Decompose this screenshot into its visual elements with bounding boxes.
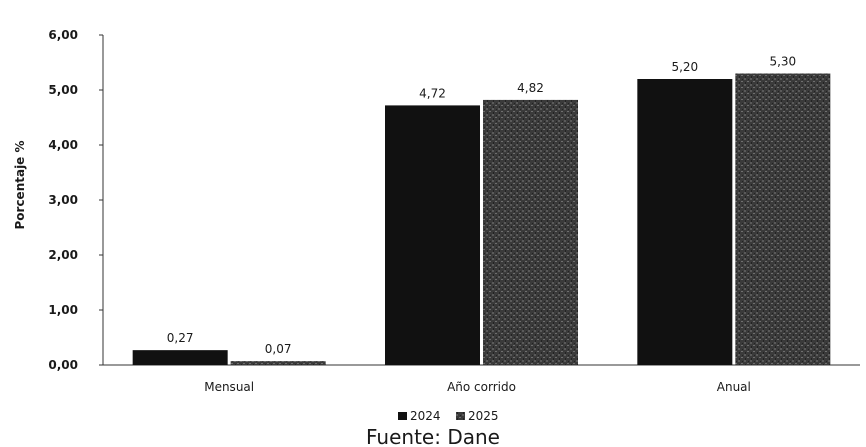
x-tick-label: Mensual	[204, 380, 254, 394]
bar-2025	[483, 99, 578, 366]
data-label: 5,30	[769, 55, 796, 69]
data-label: 4,72	[419, 86, 446, 100]
legend-swatch-2024	[398, 412, 407, 420]
y-tick-label: 1,00	[48, 303, 78, 317]
legend-label-2024: 2024	[410, 409, 441, 423]
legend-swatch-2025	[456, 412, 465, 420]
y-tick-label: 3,00	[48, 193, 78, 207]
y-tick-label: 5,00	[48, 83, 78, 97]
source-note: Fuente: Dane	[366, 425, 500, 447]
data-labels: 0,27 0,07 4,72 4,82 5,20 5,30	[167, 55, 796, 357]
x-tick-label: Anual	[717, 380, 751, 394]
legend: 2024 2025	[398, 409, 499, 423]
y-axis: 0,00 1,00 2,00 3,00 4,00 5,00 6,00	[48, 28, 104, 372]
y-tick-label: 6,00	[48, 28, 78, 42]
bar-2024	[385, 105, 480, 366]
y-tick-label: 2,00	[48, 248, 78, 262]
data-label: 4,82	[517, 81, 544, 95]
data-label: 0,07	[265, 342, 292, 356]
bar-2024	[132, 350, 228, 365]
y-axis-label: Porcentaje %	[13, 140, 27, 229]
bar-2024	[637, 79, 733, 365]
data-label: 5,20	[671, 60, 698, 74]
x-axis: Mensual Año corrido Anual	[103, 364, 860, 394]
data-label: 0,27	[167, 331, 194, 345]
bar-2025	[230, 361, 326, 365]
x-tick-label: Año corrido	[447, 380, 516, 394]
y-tick-label: 0,00	[48, 358, 78, 372]
legend-label-2025: 2025	[468, 409, 499, 423]
bar-2025	[735, 73, 831, 365]
y-tick-label: 4,00	[48, 138, 78, 152]
bars	[132, 73, 831, 366]
